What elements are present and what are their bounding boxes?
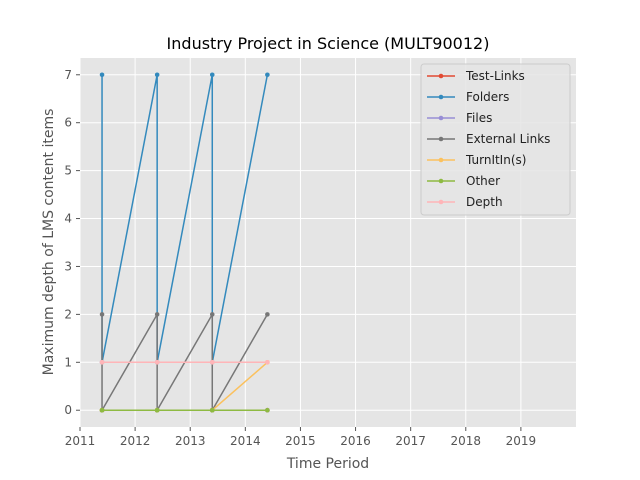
legend: Test-Links Folders Files External Links Turn…: [420, 63, 571, 216]
data-point-external-links: [209, 312, 215, 317]
x-tick-label: 2019: [506, 434, 537, 448]
legend-label: Other: [466, 174, 500, 188]
series-other: [99, 407, 270, 413]
legend-label: Depth: [466, 195, 503, 209]
legend-item-files: Files: [427, 111, 492, 125]
data-point-other: [265, 407, 270, 413]
legend-marker: [438, 73, 444, 79]
data-point-folders: [209, 72, 215, 78]
legend-label: Test-Links: [465, 69, 525, 83]
y-tick-label: 4: [64, 212, 72, 226]
legend-marker: [438, 94, 444, 100]
data-point-depth: [99, 360, 105, 365]
y-tick-label: 5: [64, 164, 72, 178]
data-point-folders: [99, 72, 105, 78]
x-tick-label: 2011: [65, 434, 96, 448]
data-point-depth: [209, 360, 215, 365]
data-point-folders: [154, 72, 160, 78]
data-point-folders: [265, 72, 270, 78]
y-axis-label: Maximum depth of LMS content items: [41, 109, 57, 376]
data-point-other: [154, 407, 160, 413]
legend-item-external-links: External Links: [427, 132, 550, 146]
data-point-external-links: [265, 312, 270, 317]
x-axis-ticks: 2011 2012 2013 2014 2015 2016 2017 2018 2019: [65, 427, 536, 448]
legend-label: TurnItIn(s): [465, 153, 526, 167]
x-tick-label: 2016: [340, 434, 371, 448]
data-point-other: [209, 407, 215, 413]
series-depth: [99, 360, 270, 365]
series-group: [99, 72, 270, 414]
x-tick-label: 2015: [285, 434, 316, 448]
data-point-depth: [154, 360, 160, 365]
y-tick-label: 0: [64, 403, 72, 417]
legend-marker: [438, 178, 444, 184]
legend-box: [420, 63, 571, 216]
x-tick-label: 2017: [395, 434, 426, 448]
data-point-other: [99, 407, 105, 413]
chart-title: Industry Project in Science (MULT90012): [167, 34, 490, 53]
x-tick-label: 2018: [451, 434, 482, 448]
legend-item-turnitin-s: TurnItIn(s): [427, 153, 526, 167]
x-tick-label: 2012: [120, 434, 151, 448]
legend-marker: [438, 115, 444, 121]
legend-label: External Links: [466, 132, 550, 146]
data-point-external-links: [99, 312, 105, 317]
x-axis-label: Time Period: [286, 456, 369, 472]
legend-label: Folders: [466, 90, 509, 104]
x-tick-label: 2014: [230, 434, 261, 448]
y-tick-label: 6: [64, 116, 72, 130]
y-tick-label: 2: [64, 307, 72, 321]
data-point-external-links: [154, 312, 160, 317]
legend-item-test-links: Test-Links: [427, 69, 525, 83]
legend-item-other: Other: [427, 174, 500, 188]
y-tick-label: 7: [64, 68, 72, 82]
legend-item-depth: Depth: [427, 195, 503, 209]
legend-label: Files: [466, 111, 492, 125]
legend-marker: [438, 136, 444, 142]
legend-marker: [438, 157, 444, 163]
x-tick-label: 2013: [175, 434, 206, 448]
y-tick-label: 1: [64, 355, 72, 369]
legend-item-folders: Folders: [427, 90, 509, 104]
y-axis-ticks: 0 1 2 3 4 5 6 7: [64, 68, 80, 417]
legend-marker: [438, 199, 444, 205]
y-tick-label: 3: [64, 259, 72, 273]
data-point-depth: [265, 360, 270, 365]
